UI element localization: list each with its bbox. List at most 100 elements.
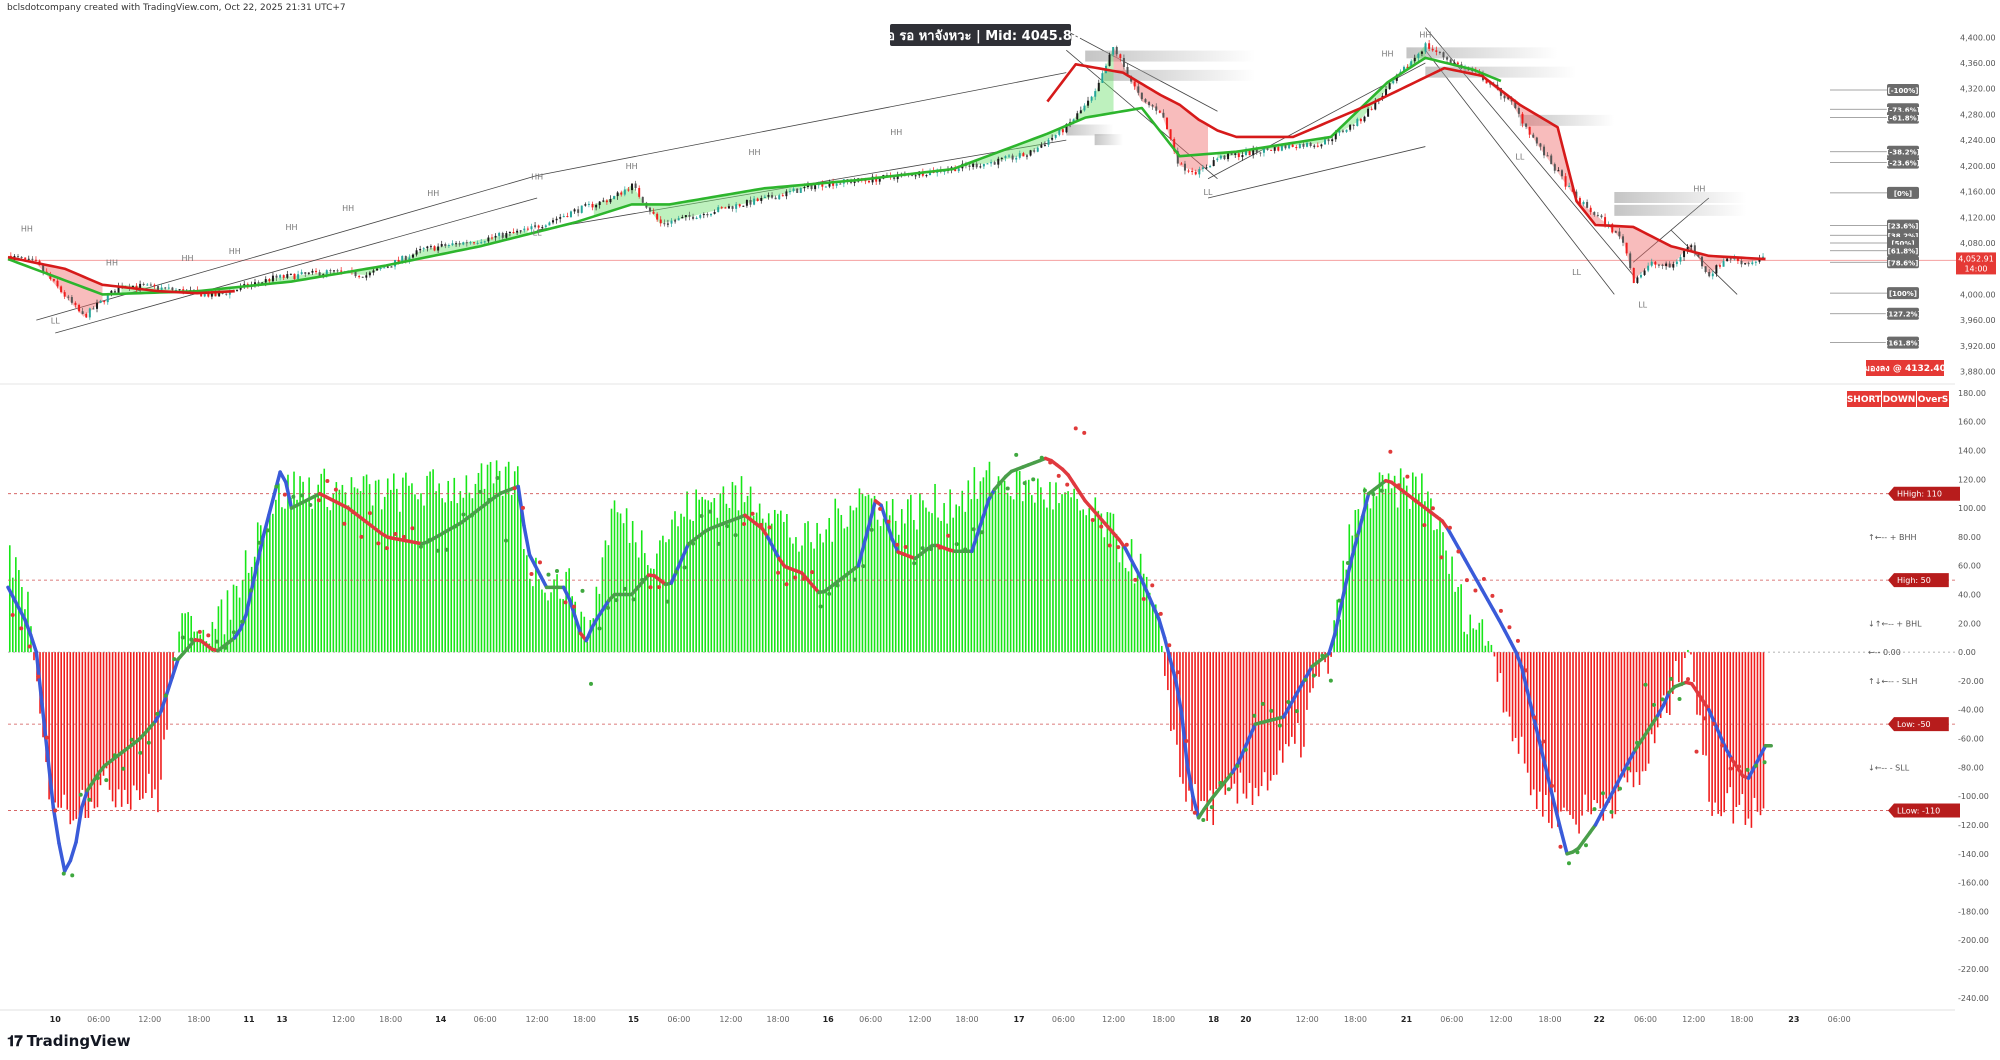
price-tick-label: 4,160.00 (1960, 188, 1996, 197)
candle-body (1043, 144, 1046, 146)
oscillator-dot (172, 657, 177, 662)
fib-level-tag (1887, 287, 1919, 300)
histogram-bar (465, 475, 468, 653)
candle-body (914, 175, 917, 177)
histogram-bar (1469, 614, 1472, 653)
histogram-bar (335, 482, 338, 653)
histogram-bar (78, 652, 81, 817)
candle-body (1119, 54, 1122, 59)
candle-body (1754, 261, 1757, 263)
histogram-bar (72, 652, 75, 821)
oscillator-dot (589, 681, 594, 686)
x-tick-label: 06:00 (1634, 1015, 1657, 1024)
oscillator-line-segment (1287, 695, 1297, 709)
histogram-bar (828, 517, 831, 653)
candle-body (1277, 147, 1280, 151)
histogram-bar (142, 652, 144, 799)
histogram-bar (329, 510, 332, 653)
fib-level-label: [38.2%] (1888, 232, 1919, 240)
oscillator-line-segment (680, 542, 691, 559)
oscillator-dot (1703, 716, 1708, 721)
candle-body (1747, 263, 1750, 265)
level-tag (1888, 486, 1960, 501)
candle-body (1205, 167, 1208, 169)
candle-body (318, 272, 321, 276)
osc-tick-label: 100.00 (1958, 504, 1986, 513)
histogram-bar (111, 652, 114, 802)
candle-body (1557, 170, 1560, 172)
histogram-bar (238, 597, 241, 653)
x-tick-label: 12:00 (1102, 1015, 1125, 1024)
histogram-bar (991, 492, 994, 653)
histogram-bar (870, 498, 873, 653)
histogram-bar (1508, 652, 1511, 717)
oscillator-dot (461, 512, 466, 517)
histogram-bar (662, 535, 664, 653)
candle-body (677, 218, 680, 221)
oscillator-dot (452, 524, 457, 529)
histogram-bar (42, 652, 44, 738)
candle-body (587, 203, 590, 205)
candle-body (1320, 144, 1323, 147)
x-tick-label: 23 (1788, 1015, 1799, 1024)
histogram-bar (807, 521, 809, 653)
candle-body (483, 241, 486, 243)
histogram-bar (680, 513, 682, 653)
histogram-bar (1354, 510, 1357, 653)
histogram-bar (653, 568, 655, 653)
x-tick-label: 15 (628, 1015, 640, 1024)
price-panel: HH LL HH HH HH HH HH HH HH LL HH HH HH HH LL HH HH LL LL LL… (7, 27, 1958, 349)
histogram-bar (383, 496, 386, 653)
candle-body (724, 207, 727, 209)
histogram-bar (804, 523, 806, 653)
oscillator-dot (444, 547, 449, 552)
oscillator-dot (827, 591, 832, 596)
histogram-bar (701, 496, 704, 653)
histogram-bar (789, 537, 791, 653)
histogram-bar (773, 509, 776, 653)
oscillator-dot (1583, 843, 1588, 848)
histogram-bar (359, 491, 362, 653)
swing-label: LL (533, 228, 542, 237)
histogram-bar (429, 471, 431, 653)
channel-line (1066, 49, 1218, 180)
supply-zone (1614, 204, 1747, 216)
histogram-bar (541, 589, 543, 653)
histogram-bar (719, 493, 722, 653)
oscillator-dot (1464, 578, 1469, 583)
oscillator-dot (1600, 791, 1605, 796)
candle-body (706, 213, 709, 216)
oscillator-dot (112, 753, 117, 758)
histogram-bar (1738, 652, 1741, 805)
swing-label: HH (342, 204, 354, 213)
x-tick-label: 12:00 (1489, 1015, 1512, 1024)
histogram-bar (568, 568, 570, 653)
candle-body (1489, 83, 1492, 85)
tradingview-brand[interactable]: 𝟏𝟕 TradingView (7, 1032, 131, 1050)
histogram-bar (1424, 501, 1426, 653)
candle-body (437, 246, 440, 251)
axes: 3,880.003,920.003,960.004,000.004,040.00… (0, 33, 1996, 1024)
oscillator-line-segment (1168, 657, 1178, 683)
candle-body (81, 311, 84, 314)
oscillator-dot (835, 583, 840, 588)
histogram-bar (1750, 652, 1753, 828)
histogram-bar (120, 652, 123, 807)
candle-body (286, 274, 289, 278)
fib-level-tag (1887, 111, 1919, 124)
candle-body (1614, 231, 1617, 233)
candle-body (103, 300, 106, 303)
candle-body (1058, 129, 1061, 135)
oscillator-line-segment (1293, 684, 1303, 699)
candle-body (1550, 155, 1553, 165)
histogram-bar (66, 652, 69, 810)
oscillator-dot (1430, 506, 1435, 511)
x-tick-label: 06:00 (859, 1015, 882, 1024)
histogram-bar (1662, 652, 1665, 696)
x-tick-label: 12:00 (526, 1015, 549, 1024)
histogram-bar (1278, 652, 1281, 751)
candle-body (304, 272, 307, 274)
candle-body (476, 242, 479, 244)
oscillator-dot (665, 599, 670, 604)
